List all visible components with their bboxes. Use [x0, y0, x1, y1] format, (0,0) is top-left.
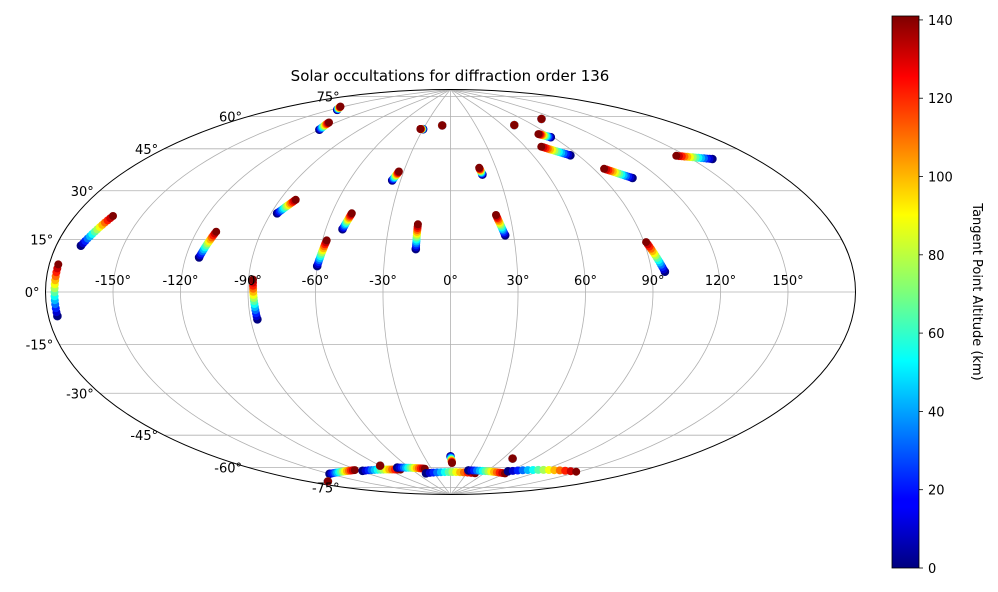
occultation-point [109, 212, 117, 220]
lat-tick-label: -75° [312, 482, 340, 497]
lon-tick-label: -90° [234, 274, 262, 289]
map-area: -150° -120° -90° -60° -30° 0° 30° 60° 90° 120° 150… [25, 89, 856, 497]
occultation-point [510, 121, 519, 130]
occultation-point [336, 102, 345, 111]
axis-tick-labels: -150° -120° -90° -60° -30° 0° 30° 60° 90° 120° 150… [25, 90, 804, 496]
lat-tick-label: 0° [25, 286, 40, 301]
occultation-point [394, 167, 403, 176]
occultation-point [350, 466, 359, 475]
colorbar-ticks: 0 20 40 60 80 100 120 140 [919, 14, 953, 577]
occultation-point [347, 209, 356, 218]
occultation-point [416, 125, 425, 133]
occultation-point [508, 454, 517, 463]
occultation-point [413, 220, 422, 229]
graticule [45, 89, 856, 495]
colorbar-tick-label: 120 [928, 92, 953, 107]
occultation-point [212, 227, 221, 236]
colorbar: 0 20 40 60 80 100 120 140 Tangent Point Altitud… [891, 14, 984, 577]
occultation-point [475, 163, 484, 172]
colorbar-tick-label: 40 [928, 405, 945, 420]
occultation-point [572, 467, 581, 476]
occultation-point [325, 118, 333, 127]
lon-tick-label: -60° [302, 274, 330, 289]
lon-tick-label: 120° [705, 274, 736, 289]
lon-tick-label: 60° [574, 274, 597, 289]
occultation-point [291, 195, 300, 204]
lat-tick-label: 60° [219, 111, 242, 126]
lat-tick-label: -60° [214, 461, 242, 476]
lat-tick-label: 45° [135, 143, 158, 158]
lat-tick-label: -30° [66, 387, 94, 402]
lon-tick-label: 0° [443, 274, 458, 289]
lon-tick-label: 30° [506, 274, 529, 289]
colorbar-tick-label: 140 [928, 14, 953, 29]
lon-tick-label: -30° [369, 274, 397, 289]
lon-tick-label: -150° [95, 274, 131, 289]
occultation-point [537, 142, 546, 151]
occultation-point [492, 211, 500, 219]
lon-tick-label: -120° [162, 274, 198, 289]
lat-tick-label: 15° [30, 234, 53, 249]
occultation-point [376, 461, 385, 470]
chart-title: Solar occultations for diffraction order… [291, 67, 610, 85]
occultation-point [534, 130, 543, 139]
occultation-point [438, 121, 447, 130]
colorbar-tick-label: 0 [928, 562, 936, 577]
occultation-point [322, 236, 331, 245]
occultation-point [323, 477, 332, 486]
lat-tick-label: -45° [130, 429, 158, 444]
lon-tick-label: 90° [641, 274, 664, 289]
colorbar-tick-label: 60 [928, 327, 945, 342]
colorbar-tick-label: 100 [928, 171, 953, 186]
occultation-point [54, 260, 63, 269]
lon-tick-label: 150° [772, 274, 803, 289]
occultation-points [50, 102, 717, 486]
map-boundary [45, 89, 856, 495]
occultation-point [672, 151, 681, 160]
occultation-point [642, 238, 651, 247]
colorbar-gradient [891, 15, 920, 569]
colorbar-tick-label: 20 [928, 484, 945, 499]
occultation-point [448, 459, 456, 467]
lat-tick-label: 30° [71, 185, 94, 200]
colorbar-tick-label: 80 [928, 249, 945, 264]
occultation-point [600, 164, 609, 173]
occultation-point [249, 275, 257, 284]
occultation-point [537, 114, 546, 123]
lat-tick-label: 75° [317, 90, 340, 105]
colorbar-label: Tangent Point Altitude (km) [969, 202, 984, 380]
lat-tick-label: -15° [26, 338, 54, 353]
